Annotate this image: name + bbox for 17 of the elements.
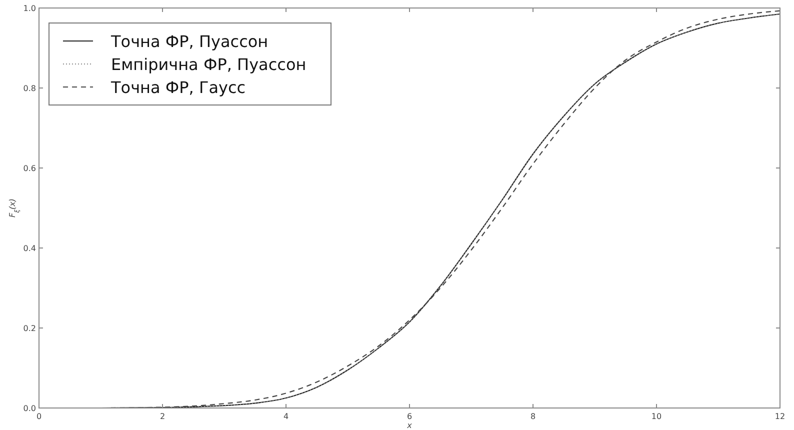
x-tick-label: 10 (651, 412, 662, 421)
x-axis-title: x (406, 421, 412, 430)
x-tick-label: 0 (36, 412, 42, 421)
x-tick-label: 6 (406, 412, 412, 421)
y-tick-label: 0.4 (23, 244, 36, 253)
legend-label: Емпірична ФР, Пуассон (111, 55, 306, 74)
legend-label: Точна ФР, Пуассон (110, 32, 268, 51)
y-tick-label: 1.0 (23, 4, 36, 13)
x-tick-label: 4 (283, 412, 289, 421)
y-tick-label: 0.0 (23, 404, 36, 413)
legend-label: Точна ФР, Гаусс (110, 78, 246, 97)
y-tick-label: 0.2 (23, 324, 36, 333)
y-tick-label: 0.6 (23, 164, 36, 173)
x-tick-label: 8 (530, 412, 536, 421)
x-tick-label: 12 (774, 412, 786, 421)
x-tick-label: 2 (160, 412, 166, 421)
y-tick-label: 0.8 (23, 84, 36, 93)
